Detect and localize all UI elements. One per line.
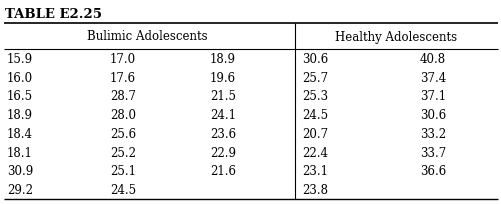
Text: 23.8: 23.8 xyxy=(302,183,327,196)
Text: 23.1: 23.1 xyxy=(302,165,327,177)
Text: Bulimic Adolescents: Bulimic Adolescents xyxy=(87,30,207,43)
Text: 19.6: 19.6 xyxy=(209,71,235,84)
Text: TABLE E2.25: TABLE E2.25 xyxy=(5,8,102,20)
Text: 37.1: 37.1 xyxy=(419,90,445,103)
Text: 18.9: 18.9 xyxy=(209,53,235,65)
Text: 28.7: 28.7 xyxy=(110,90,136,103)
Text: 18.4: 18.4 xyxy=(7,127,33,140)
Text: 21.5: 21.5 xyxy=(209,90,235,103)
Text: 33.7: 33.7 xyxy=(419,146,445,159)
Text: 30.6: 30.6 xyxy=(302,53,328,65)
Text: 25.2: 25.2 xyxy=(110,146,136,159)
Text: 37.4: 37.4 xyxy=(419,71,445,84)
Text: 22.4: 22.4 xyxy=(302,146,327,159)
Text: 33.2: 33.2 xyxy=(419,127,445,140)
Text: 29.2: 29.2 xyxy=(7,183,33,196)
Text: 40.8: 40.8 xyxy=(419,53,445,65)
Text: 16.5: 16.5 xyxy=(7,90,33,103)
Text: Healthy Adolescents: Healthy Adolescents xyxy=(335,30,456,43)
Text: 16.0: 16.0 xyxy=(7,71,33,84)
Text: 18.1: 18.1 xyxy=(7,146,33,159)
Text: 25.3: 25.3 xyxy=(302,90,328,103)
Text: 23.6: 23.6 xyxy=(209,127,235,140)
Text: 25.6: 25.6 xyxy=(110,127,136,140)
Text: 21.6: 21.6 xyxy=(209,165,235,177)
Text: 28.0: 28.0 xyxy=(110,109,136,122)
Text: 17.6: 17.6 xyxy=(110,71,136,84)
Text: 24.5: 24.5 xyxy=(110,183,136,196)
Text: 18.9: 18.9 xyxy=(7,109,33,122)
Text: 30.9: 30.9 xyxy=(7,165,33,177)
Text: 15.9: 15.9 xyxy=(7,53,33,65)
Text: 25.7: 25.7 xyxy=(302,71,328,84)
Text: 22.9: 22.9 xyxy=(209,146,235,159)
Text: 24.5: 24.5 xyxy=(302,109,328,122)
Text: 36.6: 36.6 xyxy=(419,165,445,177)
Text: 25.1: 25.1 xyxy=(110,165,136,177)
Text: 20.7: 20.7 xyxy=(302,127,328,140)
Text: 17.0: 17.0 xyxy=(110,53,136,65)
Text: 30.6: 30.6 xyxy=(419,109,445,122)
Text: 24.1: 24.1 xyxy=(209,109,235,122)
